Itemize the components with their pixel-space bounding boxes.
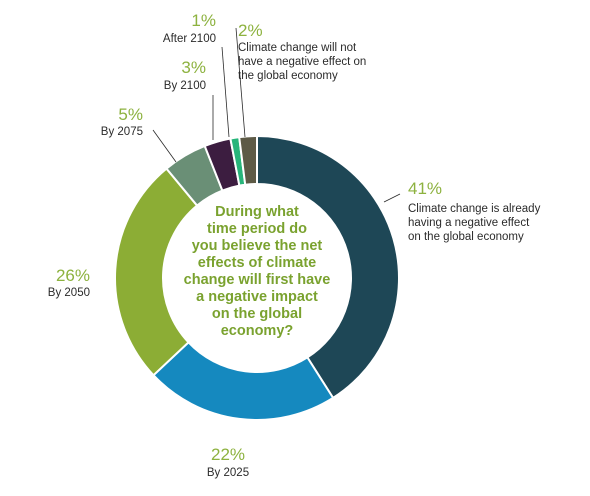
leader-line-6	[235, 27, 246, 138]
pie-slice-0	[256, 134, 400, 400]
slice-label-3: By 2075	[101, 126, 143, 138]
leader-line-0	[383, 193, 401, 203]
slice-label-0: Climate change is already having a negati…	[408, 203, 541, 243]
slice-percent-1: 22%	[211, 445, 245, 464]
slice-percent-4: 3%	[181, 58, 206, 77]
slice-label-5: After 2100	[163, 33, 216, 45]
slice-label-4: By 2100	[164, 80, 206, 92]
slice-label-6: Climate change will not have a negative e…	[238, 42, 366, 82]
leader-line-5	[221, 46, 230, 138]
slice-percent-2: 26%	[56, 266, 90, 285]
slice-label-1: By 2025	[207, 467, 249, 479]
slice-percent-0: 41%	[408, 179, 442, 198]
slice-label-2: By 2050	[48, 287, 90, 299]
slice-percent-6: 2%	[238, 21, 263, 40]
pie-slice-1	[152, 340, 335, 421]
chart-title: During what time period do you believe the…	[184, 204, 331, 339]
slice-percent-5: 1%	[191, 11, 216, 30]
leader-line-3	[152, 129, 177, 163]
slice-percent-3: 5%	[118, 105, 143, 124]
